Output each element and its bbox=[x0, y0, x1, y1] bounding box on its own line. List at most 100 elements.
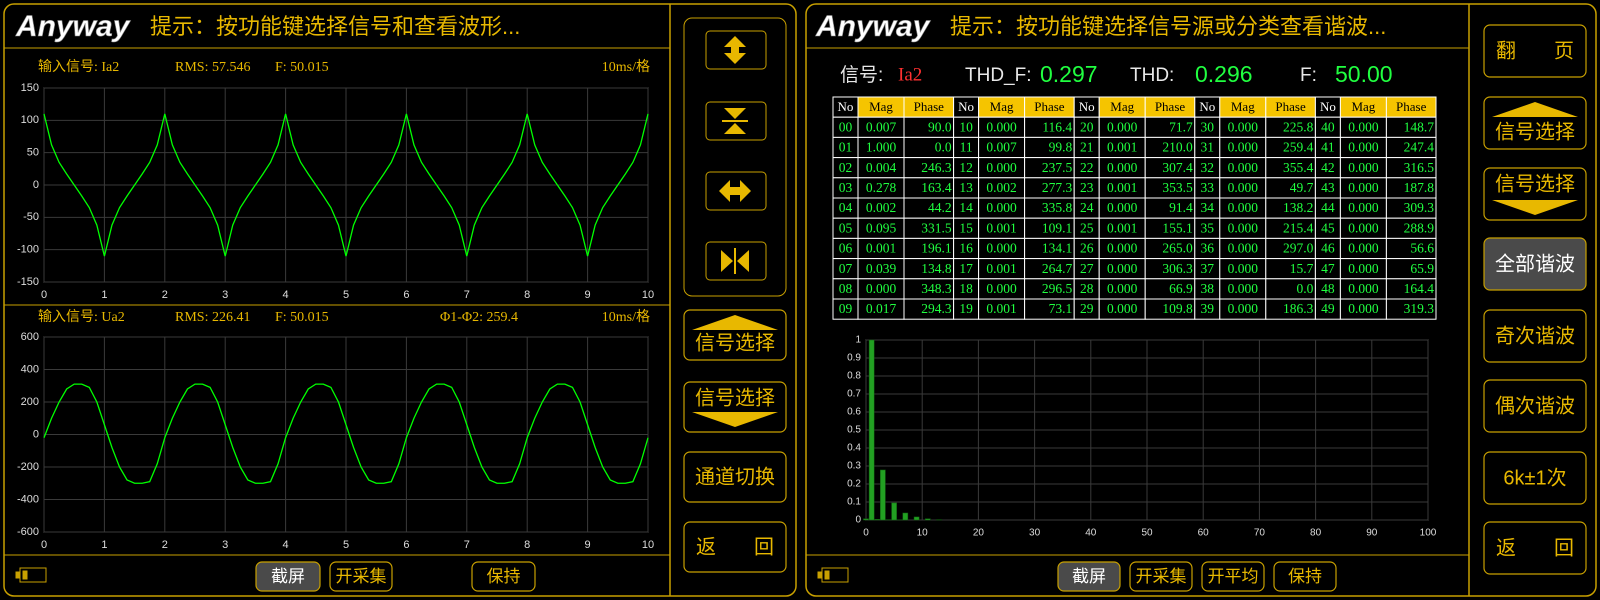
cell-text: 36 bbox=[1201, 241, 1215, 256]
hint: 提示：按功能键选择信号源或分类查看谐波... bbox=[950, 14, 1386, 39]
button-label[interactable]: 信号选择 bbox=[1495, 172, 1575, 195]
button[interactable] bbox=[683, 309, 787, 361]
button-label[interactable]: 截屏 bbox=[1072, 567, 1106, 586]
header-text: Phase bbox=[1396, 99, 1427, 114]
header-text: Mag bbox=[1231, 99, 1255, 114]
header-text: No bbox=[1079, 99, 1095, 114]
button-label[interactable]: 奇次谐波 bbox=[1495, 324, 1575, 347]
header-text: No bbox=[1199, 99, 1215, 114]
cell-text: 0.000 bbox=[1107, 200, 1138, 215]
y-tick-label: -200 bbox=[17, 461, 39, 473]
button[interactable] bbox=[255, 561, 321, 592]
button-label[interactable]: 通道切换 bbox=[695, 465, 775, 488]
button[interactable] bbox=[329, 561, 393, 592]
icon bbox=[734, 248, 736, 274]
cell-text: 335.8 bbox=[1042, 200, 1073, 215]
button-label[interactable]: 偶次谐波 bbox=[1495, 394, 1575, 417]
cell-text: 109.1 bbox=[1042, 220, 1072, 235]
cell-text: 296.5 bbox=[1042, 281, 1073, 296]
button-label[interactable]: 返 回 bbox=[1496, 536, 1574, 559]
cell-text: 46 bbox=[1321, 241, 1335, 256]
button-label[interactable]: 截屏 bbox=[271, 567, 305, 586]
button[interactable] bbox=[1483, 96, 1587, 150]
x-tick-label: 4 bbox=[283, 539, 289, 551]
arrow-icon bbox=[692, 315, 778, 330]
button[interactable] bbox=[1057, 561, 1121, 592]
cell-text: 148.7 bbox=[1404, 119, 1435, 134]
button[interactable] bbox=[683, 451, 787, 503]
button[interactable] bbox=[683, 521, 787, 573]
cell-text: 0.000 bbox=[1348, 261, 1379, 276]
cell-text: 15.7 bbox=[1290, 261, 1314, 276]
cell-text: 48 bbox=[1321, 281, 1335, 296]
cell-text: 41 bbox=[1321, 140, 1335, 155]
button-label[interactable]: 信号选择 bbox=[695, 331, 775, 354]
cell-text: 0.001 bbox=[1107, 220, 1137, 235]
cell-text: 0.000 bbox=[1348, 180, 1379, 195]
button-label[interactable]: 6k±1次 bbox=[1503, 466, 1566, 489]
button[interactable] bbox=[1483, 24, 1587, 78]
cell-text: 09 bbox=[839, 301, 853, 316]
button[interactable] bbox=[1483, 309, 1587, 363]
zoom-in-y-button[interactable] bbox=[705, 30, 767, 70]
cell-text: 18 bbox=[959, 281, 973, 296]
button-label[interactable]: 返 回 bbox=[696, 535, 774, 558]
cell-text: 00 bbox=[839, 119, 853, 134]
button[interactable] bbox=[1483, 237, 1587, 291]
cell-text: 0.007 bbox=[866, 119, 897, 134]
zoom-out-y-button[interactable] bbox=[705, 101, 767, 141]
button-label[interactable]: 开平均 bbox=[1208, 567, 1259, 586]
y-tick-label: 0.5 bbox=[847, 425, 861, 436]
button-label[interactable]: 开采集 bbox=[336, 567, 387, 586]
cell-text: 20 bbox=[1080, 119, 1094, 134]
y-tick-label: 150 bbox=[21, 82, 39, 94]
annotation: F: 50.015 bbox=[275, 310, 329, 325]
cell-text: 07 bbox=[839, 261, 853, 276]
cell-text: 17 bbox=[959, 261, 973, 276]
cell-text: 45 bbox=[1321, 220, 1335, 235]
button[interactable] bbox=[1483, 451, 1587, 505]
button[interactable] bbox=[471, 561, 536, 592]
x-tick-label: 6 bbox=[403, 539, 409, 551]
cell-text: 0.000 bbox=[1348, 200, 1379, 215]
button[interactable] bbox=[1129, 561, 1193, 592]
button[interactable] bbox=[1483, 379, 1587, 433]
zoom-in-x-button[interactable] bbox=[705, 171, 767, 211]
icon bbox=[722, 120, 748, 122]
button-label[interactable]: 翻 页 bbox=[1496, 39, 1574, 62]
arrow-icon bbox=[1492, 200, 1578, 215]
cell-text: 348.3 bbox=[921, 281, 952, 296]
button-label[interactable]: 全部谐波 bbox=[1495, 252, 1575, 275]
x-tick-label: 1 bbox=[101, 289, 107, 301]
button-label[interactable]: 开采集 bbox=[1136, 567, 1187, 586]
cell-text: 0.000 bbox=[1348, 140, 1379, 155]
cell-text: 02 bbox=[839, 160, 853, 175]
button[interactable] bbox=[1483, 521, 1587, 575]
button[interactable] bbox=[1201, 561, 1265, 592]
cell-text: 90.0 bbox=[928, 119, 952, 134]
button-label[interactable]: 保持 bbox=[487, 567, 521, 586]
cell-text: 116.4 bbox=[1042, 119, 1072, 134]
button-label[interactable]: 信号选择 bbox=[695, 386, 775, 409]
cell-text: 331.5 bbox=[921, 220, 952, 235]
x-tick-label: 1 bbox=[101, 539, 107, 551]
battery-icon bbox=[817, 567, 849, 583]
button[interactable] bbox=[683, 381, 787, 433]
annotation: 10ms/格 bbox=[602, 309, 650, 325]
cell-text: 0.000 bbox=[1228, 200, 1259, 215]
cell-text: 56.6 bbox=[1410, 241, 1434, 256]
zoom-out-x-button[interactable] bbox=[705, 241, 767, 281]
cell-text: 0.000 bbox=[1107, 301, 1138, 316]
logo: Anyway bbox=[15, 10, 131, 43]
cell-text: 19 bbox=[959, 301, 973, 316]
cell-text: 247.4 bbox=[1404, 140, 1435, 155]
button-label[interactable]: 信号选择 bbox=[1495, 120, 1575, 143]
header-text: Mag bbox=[990, 99, 1014, 114]
cell-text: 164.4 bbox=[1404, 281, 1435, 296]
header-text: Mag bbox=[1351, 99, 1375, 114]
arrow-icon bbox=[1492, 102, 1578, 117]
button-label[interactable]: 保持 bbox=[1288, 567, 1322, 586]
button[interactable] bbox=[1273, 561, 1337, 592]
button[interactable] bbox=[1483, 167, 1587, 221]
